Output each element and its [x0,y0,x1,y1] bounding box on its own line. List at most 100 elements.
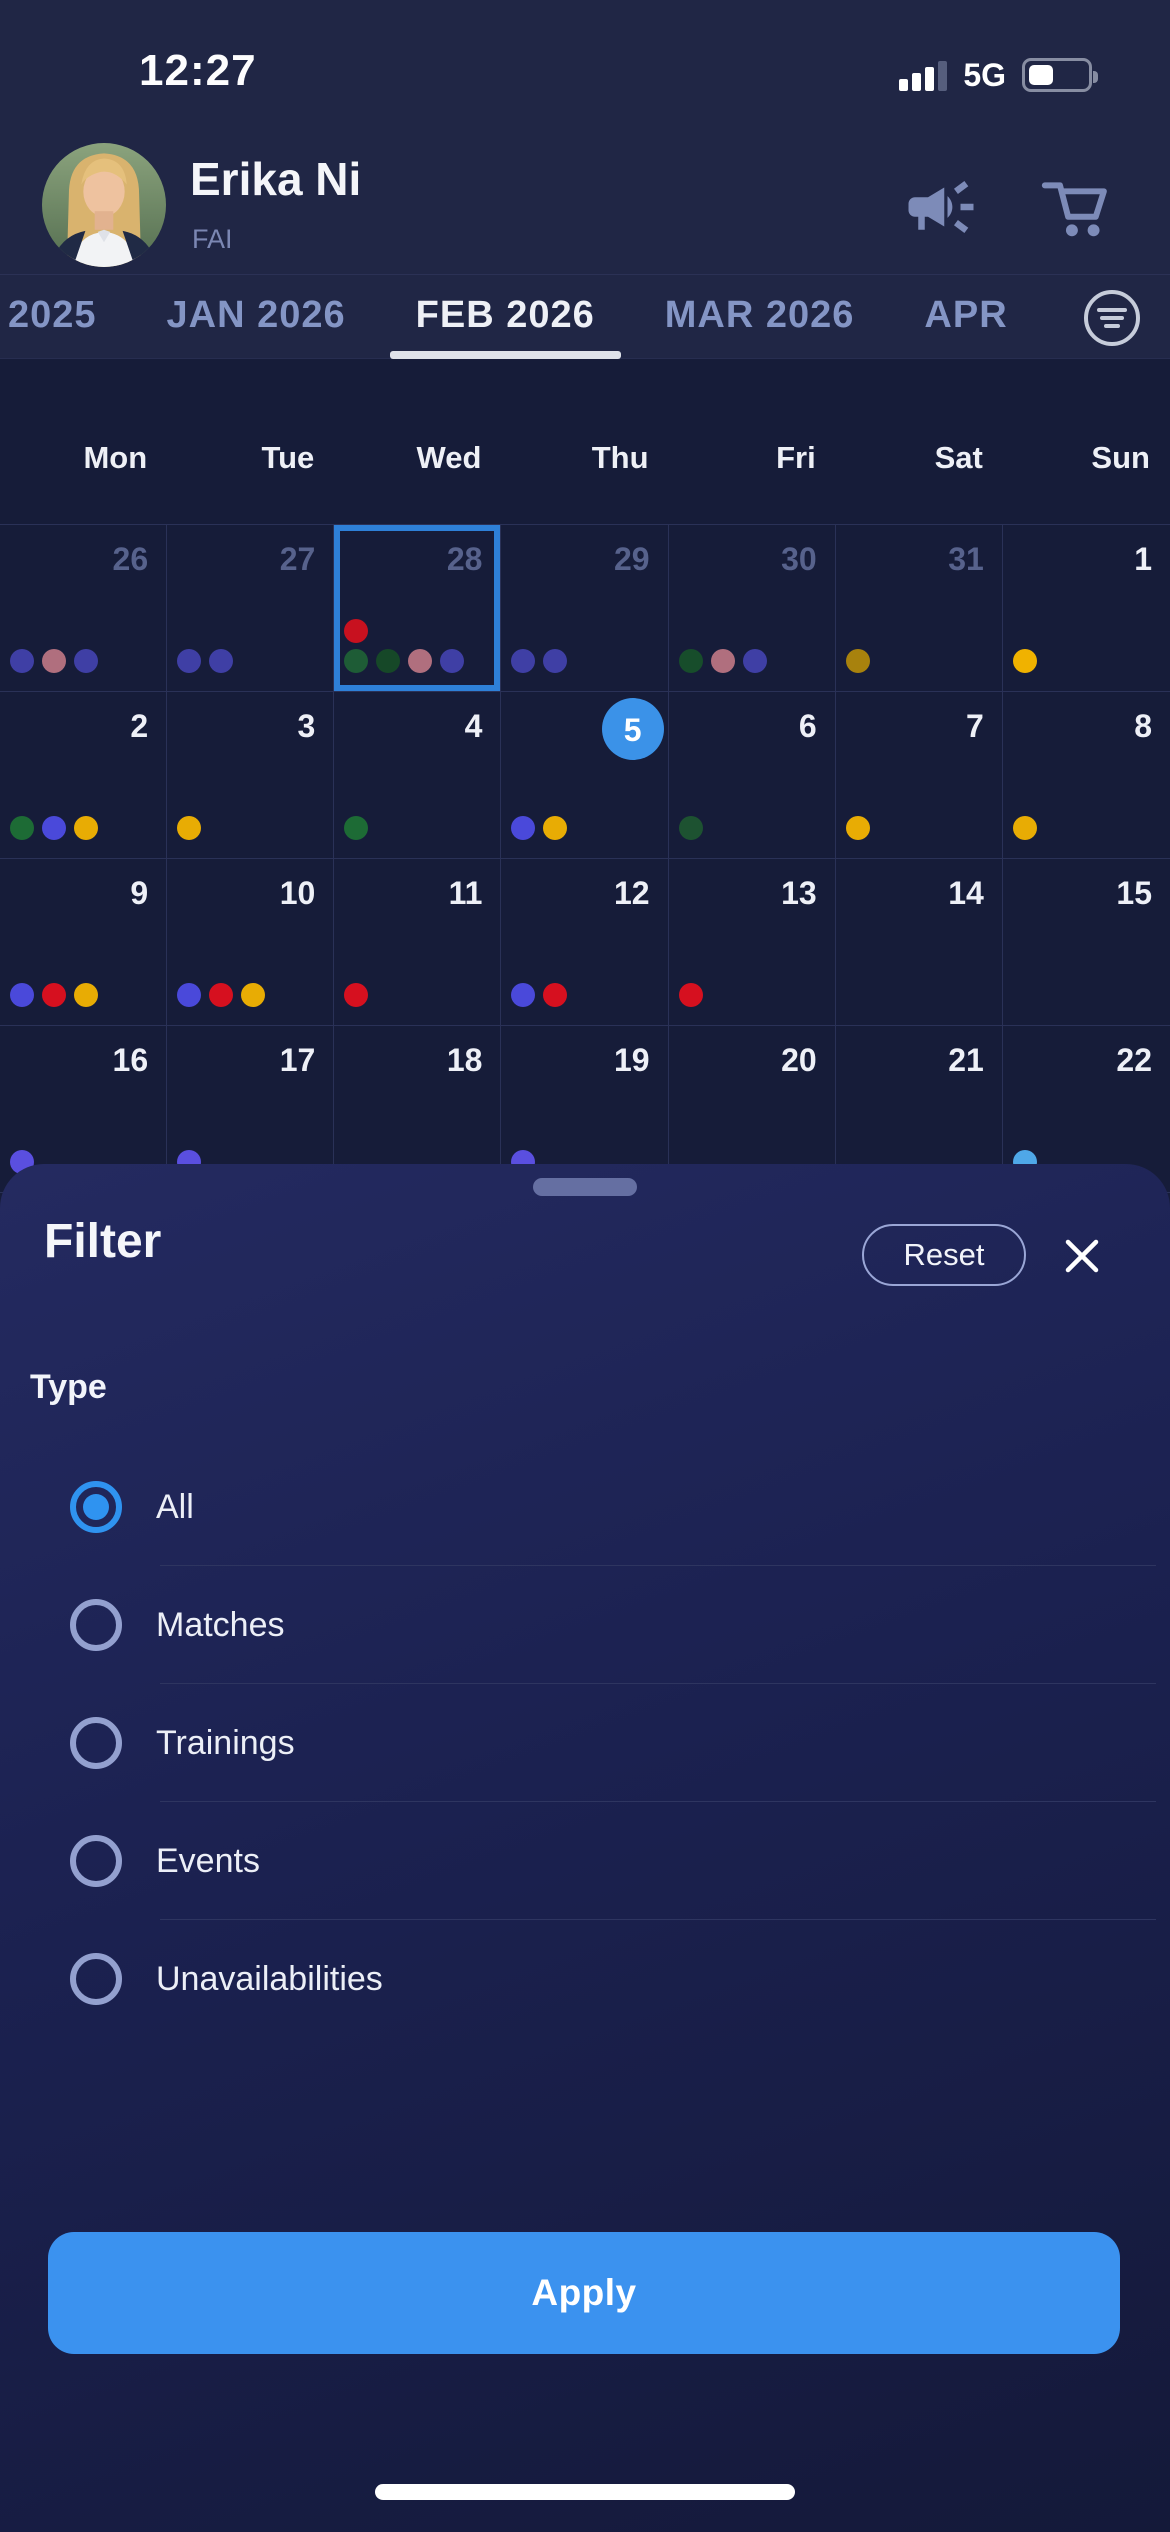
sheet-drag-handle[interactable] [533,1178,637,1196]
weekday-mon: Mon [83,440,148,475]
event-dot [678,983,703,1007]
event-dots [1012,816,1037,840]
calendar-day-11[interactable]: 11 [334,859,502,1026]
cart-icon[interactable] [1034,168,1112,246]
avatar-photo [42,143,166,267]
reset-button[interactable]: Reset [862,1224,1026,1286]
calendar-day-4[interactable]: 4 [334,692,502,859]
filter-options-list: All Matches Trainings Events Unavailabilitie… [0,1448,1170,2038]
calendar-day-14[interactable]: 14 [835,859,1003,1026]
weekday-fri: Fri [776,440,816,475]
avatar[interactable] [42,143,166,267]
tab-jan-2026[interactable]: JAN 2026 [166,293,346,336]
day-number: 14 [948,875,984,911]
calendar-day-28-prev-month[interactable]: 28 [334,525,502,692]
filter-option-matches[interactable]: Matches [0,1566,1170,1684]
day-number: 11 [448,875,483,911]
calendar-day-31-prev-month[interactable]: 31 [835,525,1003,692]
filter-option-label: Trainings [156,1723,295,1762]
filter-option-trainings[interactable]: Trainings [0,1684,1170,1802]
event-dot [376,649,401,673]
calendar-day-27-prev-month[interactable]: 27 [167,525,335,692]
radio-selected-icon[interactable] [70,1481,122,1533]
event-dot [10,649,34,673]
event-dot [344,816,369,840]
day-number: 31 [948,541,984,577]
home-indicator[interactable] [375,2484,795,2500]
day-number: 16 [112,1042,149,1078]
calendar-day-26-prev-month[interactable]: 26 [0,525,168,692]
calendar-day-6[interactable]: 6 [668,692,836,859]
calendar-day-13[interactable]: 13 [668,859,836,1026]
event-dot [177,649,202,673]
event-dot [10,816,34,840]
day-number: 7 [966,708,984,744]
radio-unselected-icon[interactable] [70,1599,122,1651]
apply-button[interactable]: Apply [48,2232,1120,2354]
day-number: 6 [798,708,817,744]
calendar-filter-button[interactable] [1080,286,1144,350]
calendar-day-9[interactable]: 9 [0,859,168,1026]
day-number: 27 [279,541,316,577]
event-dot [241,983,266,1007]
close-icon[interactable] [1056,1230,1108,1282]
event-dot [678,816,703,840]
filter-option-label: Unavailabilities [156,1959,383,1998]
calendar-day-15[interactable]: 15 [1002,859,1170,1026]
weekday-sat: Sat [934,440,983,475]
day-number: 15 [1116,875,1152,911]
filter-option-all[interactable]: All [0,1448,1170,1566]
day-number: 9 [130,875,149,911]
event-dots [845,649,870,673]
sheet-title: Filter [44,1215,162,1268]
filter-option-unavailabilities[interactable]: Unavailabilities [0,1920,1170,2038]
event-dot [177,983,202,1007]
calendar-day-5[interactable]: 5 [501,692,669,859]
day-number: 2 [130,708,149,744]
event-dot [543,816,568,840]
user-name: Erika Ni [190,153,362,205]
radio-unselected-icon[interactable] [70,1717,122,1769]
day-number: 19 [613,1042,650,1078]
radio-unselected-icon[interactable] [70,1953,122,2005]
event-dot [543,649,568,673]
calendar-day-8[interactable]: 8 [1002,692,1170,859]
event-dots [511,816,568,840]
tab-mar-2026[interactable]: MAR 2026 [664,293,855,336]
event-dots [10,983,98,1007]
event-dot [511,983,536,1007]
event-dot [440,649,465,673]
calendar-day-29-prev-month[interactable]: 29 [501,525,669,692]
calendar-day-30-prev-month[interactable]: 30 [668,525,836,692]
event-dot [177,816,202,840]
calendar-day-7[interactable]: 7 [835,692,1003,859]
tab-feb-2026[interactable]: FEB 2026 [389,280,621,359]
event-dots [845,816,870,840]
day-number: 13 [781,875,817,911]
megaphone-icon[interactable] [902,168,980,246]
day-number: 26 [112,541,149,577]
event-dots [678,816,703,840]
tab-2025[interactable]: 2025 [8,293,97,336]
calendar-day-1[interactable]: 1 [1002,525,1170,692]
day-number: 3 [297,708,316,744]
event-dots [177,983,266,1007]
battery-icon [1022,58,1098,92]
calendar-day-12[interactable]: 12 [501,859,669,1026]
filter-option-label: Matches [156,1605,285,1644]
filter-option-events[interactable]: Events [0,1802,1170,1920]
filter-bottom-sheet: Filter Reset Type All Matches Trainings Eve… [0,1164,1170,2532]
weekday-wed: Wed [416,440,482,475]
day-number: 12 [613,875,650,911]
event-dots [511,649,568,673]
calendar-day-3[interactable]: 3 [167,692,335,859]
calendar-day-10[interactable]: 10 [167,859,335,1026]
event-dot [42,983,66,1007]
weekday-tue: Tue [261,440,315,475]
event-dots [177,816,202,840]
tab-apr[interactable]: APR [924,293,1008,336]
day-number: 28 [446,541,483,577]
calendar-day-2[interactable]: 2 [0,692,168,859]
radio-unselected-icon[interactable] [70,1835,122,1887]
